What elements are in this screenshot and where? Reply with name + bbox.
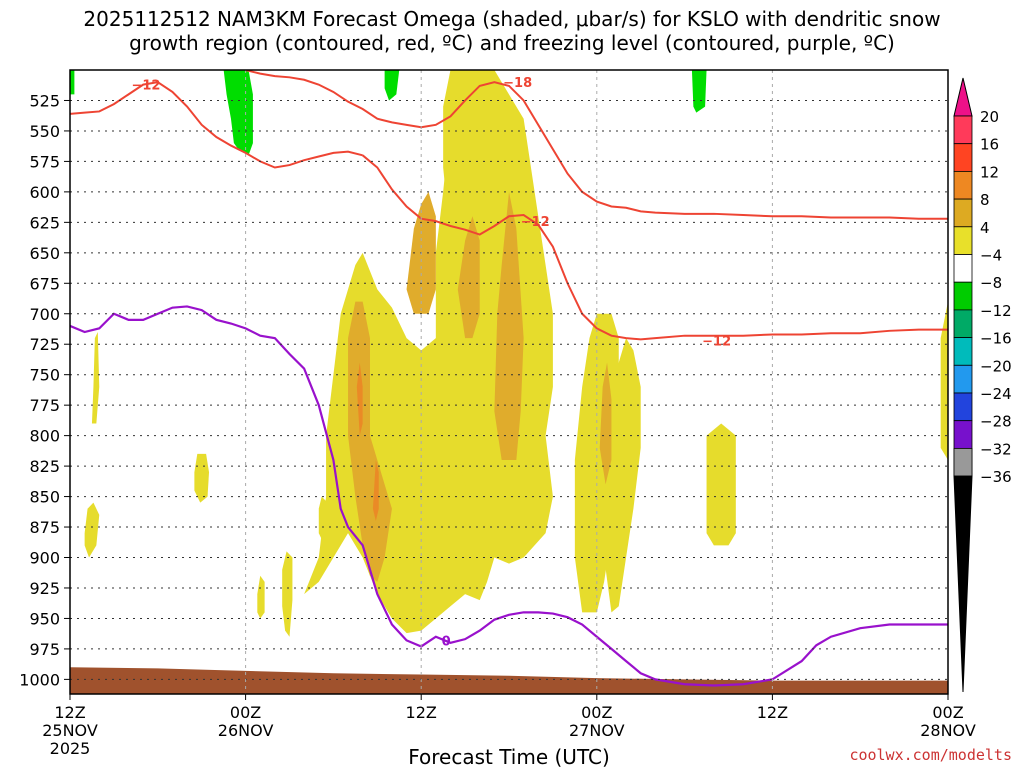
colorbar-swatch [953, 420, 973, 449]
dgz-contour-label-1: −12 [521, 215, 550, 230]
colorbar-bottom-arrow [953, 475, 973, 693]
x-tick-label: 2025 [50, 739, 91, 758]
colorbar-tick-label: 4 [980, 219, 990, 237]
chart-title-line-1: 2025112512 NAM3KM Forecast Omega (shaded… [83, 7, 940, 31]
y-tick-label: 725 [29, 335, 60, 354]
colorbar-swatch [953, 254, 973, 283]
chart-title-line-2: growth region (contoured, red, ºC) and f… [129, 31, 895, 55]
omega-region-4 [604, 338, 641, 613]
x-tick-label: 28NOV [920, 721, 976, 740]
omega-region-18 [372, 460, 379, 521]
colorbar-swatch [953, 170, 973, 200]
upward-omega-region-0 [223, 70, 253, 156]
colorbar-tick-label: 16 [980, 136, 999, 154]
omega-region-15 [457, 216, 480, 339]
freezing-level-line [70, 305, 948, 687]
colorbar-swatch [953, 309, 973, 338]
y-tick-label: 875 [29, 518, 60, 537]
upward-omega-region-1 [384, 70, 400, 101]
credit-text: coolwx.com/modelts [849, 746, 1012, 764]
x-tick-label: 25NOV [42, 721, 98, 740]
x-tick-label: 27NOV [569, 721, 625, 740]
upward-omega-region-3 [691, 70, 707, 113]
colorbar-tick-label: −12 [980, 302, 1012, 320]
omega-region-7 [194, 453, 210, 503]
colorbar-swatch [953, 226, 973, 255]
omega-region-16 [494, 191, 524, 460]
omega-region-19 [356, 362, 363, 436]
x-tick-label: 12Z [757, 703, 788, 722]
upward-omega-region-2 [70, 70, 75, 95]
y-tick-label: 900 [29, 549, 60, 568]
x-tick-label: 26NOV [218, 721, 274, 740]
colorbar-tick-label: −36 [980, 468, 1012, 486]
colorbar-swatch [953, 143, 973, 172]
colorbar-tick-label: 12 [980, 163, 999, 181]
colorbar-swatch [953, 337, 973, 366]
colorbar-swatch [953, 198, 973, 228]
omega-region-12 [282, 551, 293, 637]
y-tick-label: 950 [29, 609, 60, 628]
y-tick-label: 525 [29, 91, 60, 110]
colorbar-swatch [953, 115, 973, 145]
y-tick-label: 800 [29, 427, 60, 446]
y-tick-label: 550 [29, 122, 60, 141]
y-axis-ticks: 525 550 575 600 625 650 675 700 725 750 775 800 825 8… [19, 91, 70, 689]
y-tick-label: 675 [29, 274, 60, 293]
colorbar-tick-label: 8 [980, 191, 990, 209]
contour-labels: −12 −12 −12 −18 0 [131, 76, 731, 649]
colorbar-tick-label: −4 [980, 247, 1002, 265]
y-tick-label: 750 [29, 366, 60, 385]
omega-region-8 [84, 502, 100, 558]
colorbar-tick-label: −20 [980, 357, 1012, 375]
colorbar-tick-label: −24 [980, 385, 1012, 403]
freezing-level-label: 0 [442, 634, 451, 649]
omega-region-9 [91, 332, 100, 424]
omega-region-10 [318, 496, 330, 546]
colorbar-tick-label: −16 [980, 330, 1012, 348]
omega-region-6 [940, 301, 948, 460]
colorbar-tick-label: −28 [980, 413, 1012, 431]
x-tick-label: 00Z [932, 703, 963, 722]
y-tick-label: 775 [29, 396, 60, 415]
y-tick-label: 1000 [19, 670, 60, 689]
colorbar-top-arrow [953, 77, 973, 117]
y-tick-label: 625 [29, 213, 60, 232]
y-tick-label: 575 [29, 152, 60, 171]
dgz-contour-label-2: −12 [702, 335, 731, 350]
omega-region-11 [257, 575, 265, 619]
ground-surface [70, 667, 948, 694]
y-tick-label: 975 [29, 640, 60, 659]
y-tick-label: 925 [29, 579, 60, 598]
colorbar-tick-label: 20 [980, 108, 999, 126]
dgz-contour-label-3: −18 [503, 76, 532, 91]
omega-region-5 [706, 423, 736, 546]
colorbar-swatch [953, 447, 973, 477]
x-tick-label: 00Z [581, 703, 612, 722]
colorbar-tick-label: −32 [980, 440, 1012, 458]
y-tick-label: 600 [29, 183, 60, 202]
plot-area [70, 70, 948, 694]
dgz-contour-label-0: −12 [131, 79, 160, 94]
x-tick-label: 00Z [230, 703, 261, 722]
dgz-contour-0 [70, 81, 363, 169]
x-tick-label: 12Z [54, 703, 85, 722]
dgz-contour-2 [245, 70, 948, 220]
y-tick-label: 650 [29, 244, 60, 263]
omega-region-17 [599, 362, 612, 485]
colorbar-swatch [953, 392, 973, 422]
x-tick-label: 12Z [406, 703, 437, 722]
x-axis-label: Forecast Time (UTC) [408, 745, 610, 768]
colorbar-swatch [953, 364, 973, 394]
y-tick-label: 850 [29, 488, 60, 507]
colorbar: 20 16 12 8 4 −4 −8 −12 −16 −20 −24 −28 −32 −36 [953, 77, 1012, 693]
plot-frame [69, 69, 949, 695]
y-tick-label: 825 [29, 457, 60, 476]
colorbar-tick-label: −8 [980, 274, 1002, 292]
colorbar-swatch [953, 281, 973, 311]
y-tick-label: 700 [29, 305, 60, 324]
